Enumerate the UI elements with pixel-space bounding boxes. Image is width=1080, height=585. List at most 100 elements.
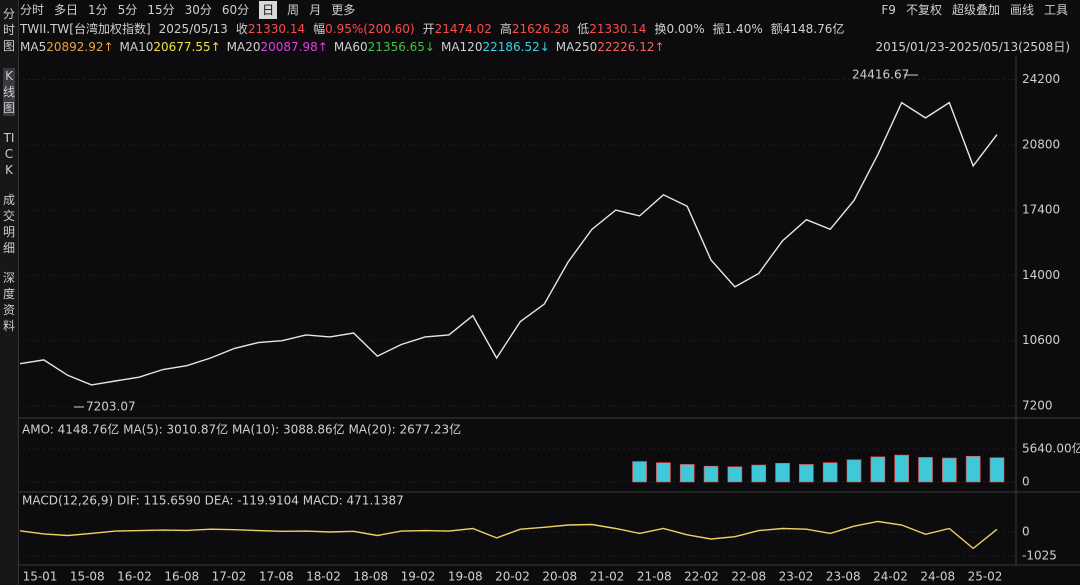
ma-label: MA20 <box>226 40 261 54</box>
tool-button[interactable]: 工具 <box>1043 3 1068 17</box>
y-tick-label: 10600 <box>1022 333 1060 347</box>
panel-title: AMO: 4148.76亿 MA(5): 3010.87亿 MA(10): 30… <box>22 422 461 437</box>
ma-item: MA1020677.55↑ <box>120 38 221 56</box>
ma-legend: MA520892.92↑ MA1020677.55↑ MA2020087.98↑ MA… <box>20 38 1076 56</box>
field-label: 额 <box>770 22 783 36</box>
side-tab[interactable]: 成交明细 <box>3 193 16 255</box>
x-tick-label: 23-08 <box>826 570 861 584</box>
ma-label: MA250 <box>555 40 598 54</box>
period-button[interactable]: 1分 <box>88 3 108 17</box>
quote-line: TWII.TW[台湾加权指数] 2025/05/13 收21330.14 幅0.95%… <box>20 20 1076 38</box>
field-value: 4148.76亿 <box>782 22 845 36</box>
period-button[interactable]: 周 <box>287 3 300 17</box>
toolbar: 分时 多日 1分 5分 15分 30分 60分日周月更多 <box>20 1 1076 19</box>
charts: 7200 10600 14000 17400 20800 24200 24416.67 720… <box>18 56 1080 584</box>
ma-value: 20677.55↑ <box>153 40 221 54</box>
quote-field: 收21330.14 <box>236 20 305 38</box>
date-range: 2015/01/23-2025/05/13(2508日) <box>875 40 1070 54</box>
ma-label: MA10 <box>119 40 154 54</box>
y-tick-label: 17400 <box>1022 203 1060 217</box>
ma-value: 22186.52↓ <box>482 40 550 54</box>
volume-bar <box>822 462 838 483</box>
ma-item: MA25022226.12↑ <box>556 38 665 56</box>
x-tick-label: 24-08 <box>920 570 955 584</box>
period-button[interactable]: 5分 <box>117 3 138 17</box>
volume-bar <box>632 461 647 483</box>
y-tick-label: 7200 <box>1022 398 1053 412</box>
volume-bar <box>679 464 695 483</box>
x-tick-label: 23-02 <box>779 570 814 584</box>
low-annotation: 7203.07 <box>86 400 136 414</box>
y-tick-label: 14000 <box>1022 268 1060 282</box>
field-value: 21330.14 <box>589 22 647 36</box>
period-button[interactable]: 月 <box>309 3 322 17</box>
ma-item: MA520892.92↑ <box>20 38 114 56</box>
period-button[interactable]: 30分 <box>184 3 212 17</box>
x-tick-label: 17-02 <box>212 570 247 584</box>
period-button[interactable]: 分时 <box>20 3 45 17</box>
side-tab[interactable]: 分时图 <box>3 7 16 53</box>
volume-bar <box>942 457 957 483</box>
field-value: 21626.28 <box>511 22 570 36</box>
field-value: 1.40% <box>724 22 763 36</box>
field-label: 高 <box>499 22 512 36</box>
tool-button[interactable]: 不复权 <box>905 3 942 17</box>
side-tab[interactable]: TICK <box>3 131 15 177</box>
field-value: 21330.14 <box>247 22 306 36</box>
panel-title: MACD(12,26,9) DIF: 115.6590 DEA: -119.91… <box>22 494 404 508</box>
x-tick-label: 22-08 <box>731 570 766 584</box>
tool-button[interactable]: 画线 <box>1009 3 1034 17</box>
period-button[interactable]: 60分 <box>221 3 250 17</box>
ma-label: MA5 <box>20 40 47 54</box>
period-button[interactable]: 更多 <box>331 3 356 17</box>
quote-field: 高21626.28 <box>500 20 569 38</box>
x-tick-label: 24-02 <box>873 570 908 584</box>
y-tick-label: 20800 <box>1022 137 1060 151</box>
period-button[interactable]: 多日 <box>54 3 79 17</box>
volume-bar <box>870 456 886 483</box>
field-value: 0.95%(200.60) <box>325 22 415 36</box>
volume-bar <box>799 464 814 483</box>
side-tab[interactable]: 深度资料 <box>3 271 16 333</box>
field-label: 换 <box>654 22 667 36</box>
y-tick-label: 24200 <box>1022 72 1060 86</box>
ma-item: MA12022186.52↓ <box>441 38 550 56</box>
field-label: 低 <box>577 22 590 36</box>
volume-bar <box>727 466 743 483</box>
quote-field: 低21330.14 <box>577 20 646 38</box>
volume-bar <box>656 462 671 483</box>
x-tick-label: 25-02 <box>968 570 1003 584</box>
field-label: 振 <box>712 22 725 36</box>
y-tick-label: 5640.00亿 <box>1022 440 1080 455</box>
y-tick-label: 0 <box>1022 525 1030 539</box>
x-tick-label: 16-02 <box>117 570 152 584</box>
tool-button[interactable]: 超级叠加 <box>951 3 1000 17</box>
ma-label: MA60 <box>333 40 368 54</box>
x-tick-label: 22-02 <box>684 570 719 584</box>
field-label: 收 <box>235 22 248 36</box>
period-button[interactable]: 15分 <box>147 3 175 17</box>
period-button[interactable]: 日 <box>259 1 278 19</box>
series-line <box>19 101 998 386</box>
volume-bar <box>775 462 790 483</box>
x-tick-label: 18-08 <box>353 570 388 584</box>
field-value: 21474.02 <box>434 22 492 36</box>
quote-field: 换0.00% <box>654 20 704 38</box>
x-tick-label: 20-08 <box>542 570 577 584</box>
toolbar-right: F9 不复权 超级叠加 画线 工具 <box>881 1 1068 19</box>
volume-bar <box>918 457 933 483</box>
volume-bar <box>751 464 767 483</box>
x-tick-label: 15-08 <box>70 570 105 584</box>
x-tick-label: 16-08 <box>164 570 199 584</box>
x-tick-label: 17-08 <box>259 570 294 584</box>
tool-button[interactable]: F9 <box>881 3 896 17</box>
quote-field: 振1.40% <box>713 20 763 38</box>
volume-bar <box>703 465 719 483</box>
quote-field: 额4148.76亿 <box>771 20 845 38</box>
side-tab[interactable]: K线图 <box>3 68 16 116</box>
ma-value: 22226.12↑ <box>597 40 665 54</box>
date: 2025/05/13 <box>158 22 228 36</box>
volume-bar <box>989 457 1005 483</box>
x-tick-label: 21-08 <box>637 570 672 584</box>
